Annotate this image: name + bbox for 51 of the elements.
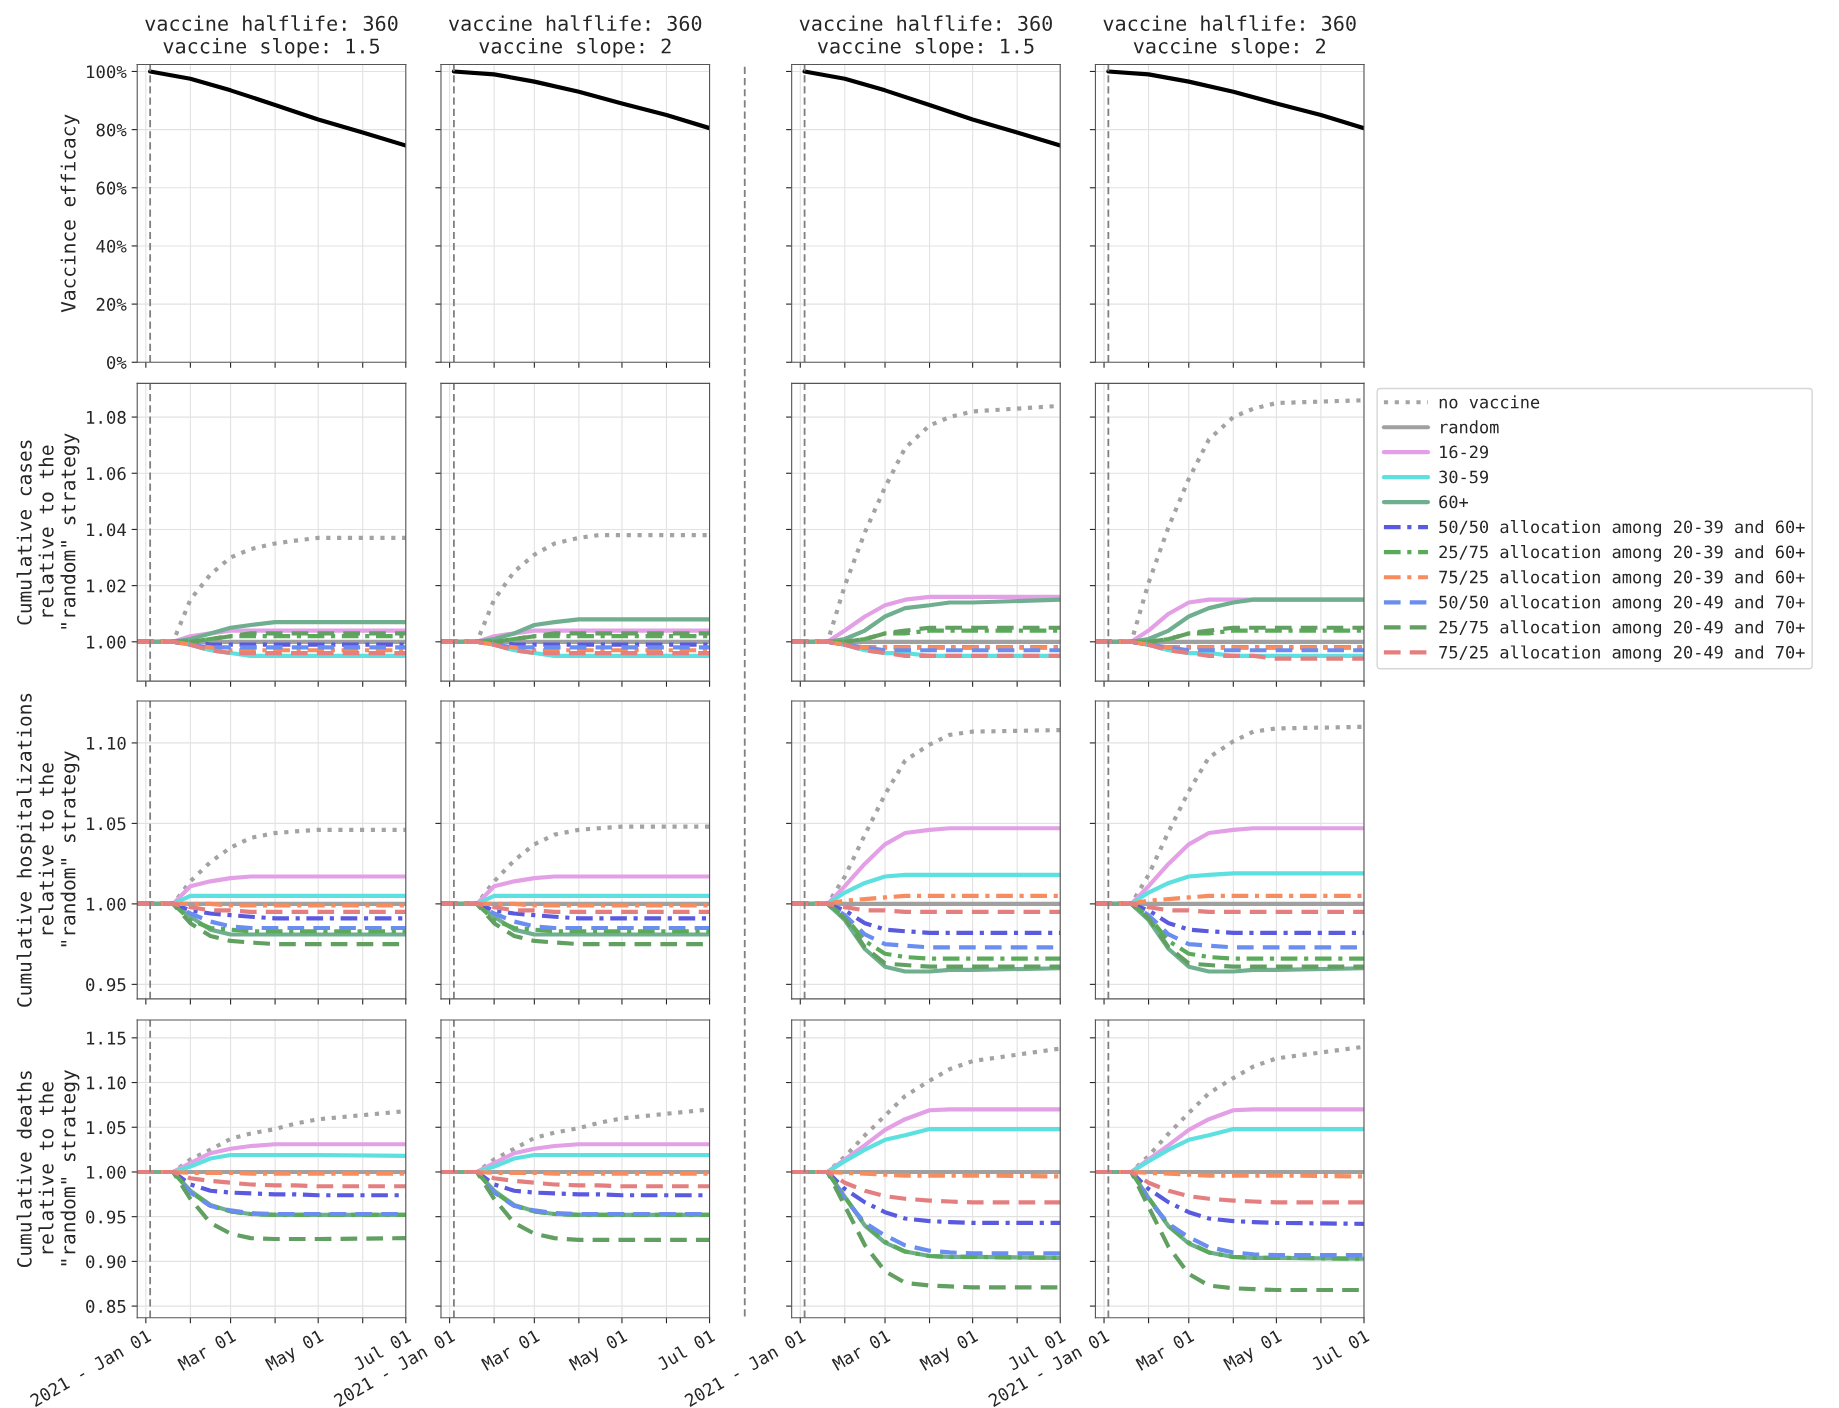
y-axis-title: Vaccince efficacy: [60, 114, 80, 313]
x-tick-label: Mar 01: [480, 1329, 541, 1371]
legend-label: 75/25 allocation among 20-49 and 70+: [1439, 645, 1805, 663]
x-tick-label: May 01: [1222, 1329, 1284, 1374]
y-tick-label: 60%: [96, 181, 127, 195]
y-axis-title: Cumulative cases relative to the "random" strategy: [16, 433, 80, 629]
legend-label: 25/75 allocation among 20-49 and 70+: [1439, 620, 1805, 637]
x-tick-label: May 01: [264, 1329, 326, 1374]
x-tick-label: May 01: [568, 1329, 630, 1374]
x-tick-label: Jul 01: [656, 1328, 716, 1371]
y-tick-label: 1.10: [87, 1076, 126, 1090]
legend-label: 50/50 allocation among 20-49 and 70+: [1439, 595, 1805, 612]
y-tick-label: 1.00: [87, 1165, 126, 1179]
y-tick-label: 1.00: [87, 635, 126, 649]
y-axis-title: Cumulative deaths relative to the "random" strategy: [16, 1070, 80, 1268]
x-tick-label: May 01: [919, 1329, 981, 1374]
y-tick-label: 1.10: [87, 736, 126, 750]
x-tick-label: Mar 01: [1135, 1329, 1195, 1371]
x-tick-label: Mar 01: [177, 1329, 237, 1371]
legend-label: 30-59: [1439, 470, 1488, 484]
legend-label: no vaccine: [1439, 395, 1540, 409]
y-tick-label: 0.95: [86, 978, 126, 992]
y-tick-label: 80%: [96, 123, 127, 137]
y-tick-label: 0.95: [86, 1210, 126, 1224]
y-axis-title: Cumulative hospitalizations relative to the "random" strategy: [16, 693, 80, 1007]
legend-label: 50/50 allocation among 20-39 and 60+: [1439, 520, 1805, 537]
y-tick-label: 1.15: [87, 1031, 126, 1045]
legend-label: 60+: [1439, 495, 1469, 509]
x-tick-label: Mar 01: [831, 1329, 891, 1371]
y-tick-label: 1.02: [87, 579, 126, 593]
y-tick-label: 1.04: [87, 523, 126, 537]
y-tick-label: 1.05: [87, 817, 126, 831]
y-tick-label: 100%: [87, 65, 127, 79]
y-tick-label: 1.05: [87, 1121, 126, 1135]
x-tick-label: Jul 01: [1310, 1328, 1370, 1371]
legend-label: 16-29: [1440, 445, 1488, 459]
y-tick-label: 1.00: [87, 897, 126, 911]
chart-title: vaccine halflife: 360 vaccine slope: 1.5: [145, 15, 398, 58]
chart-title: vaccine halflife: 360 vaccine slope: 1.5: [799, 15, 1052, 58]
legend-label: 75/25 allocation among 20-39 and 60+: [1439, 570, 1805, 587]
y-tick-label: 0.85: [86, 1299, 126, 1313]
legend-label: 25/75 allocation among 20-39 and 60+: [1439, 545, 1805, 562]
y-tick-label: 0.90: [86, 1255, 126, 1269]
legend-label: random: [1441, 420, 1499, 434]
y-tick-label: 0%: [107, 356, 127, 370]
chart-title: vaccine halflife: 360 vaccine slope: 2: [1103, 15, 1356, 58]
y-tick-label: 20%: [96, 297, 127, 311]
y-tick-label: 1.08: [87, 410, 126, 424]
y-tick-label: 40%: [96, 239, 127, 253]
y-tick-label: 1.06: [87, 467, 126, 481]
chart-title: vaccine halflife: 360 vaccine slope: 2: [448, 15, 702, 58]
